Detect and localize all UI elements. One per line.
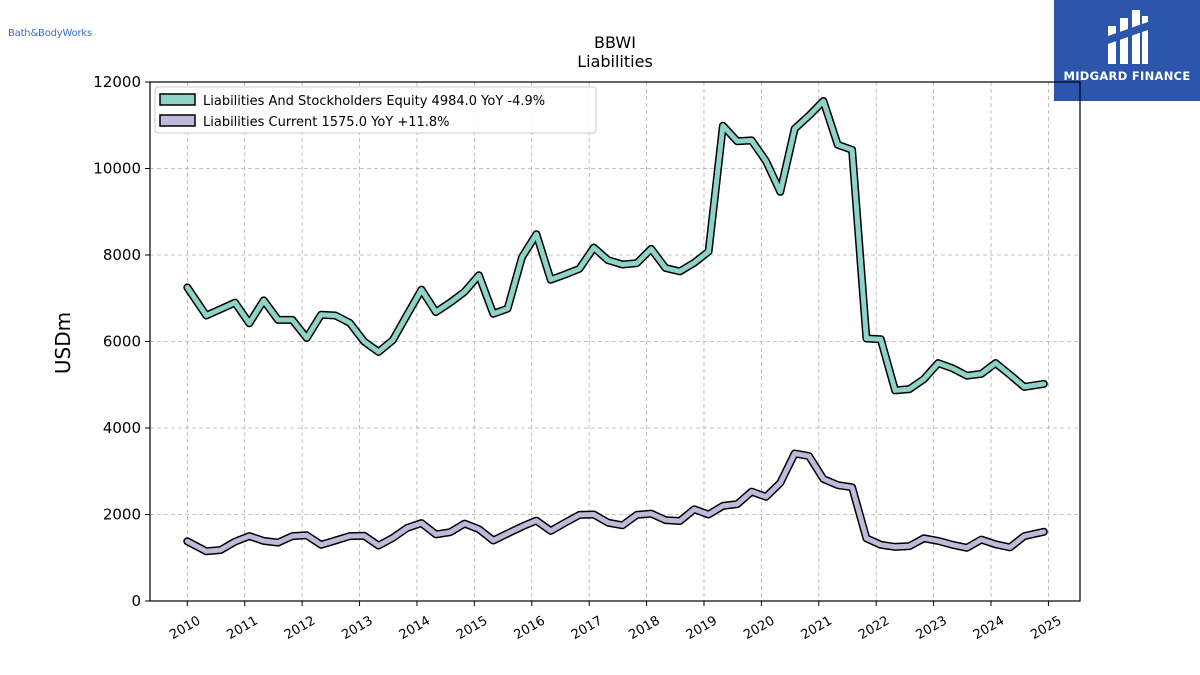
y-tick-label: 8000 — [103, 246, 141, 264]
midgard-finance-logo: MIDGARD FINANCE — [1054, 0, 1200, 101]
y-axis-ticks: 0 2000 4000 6000 8000 10000 12000 — [93, 73, 150, 610]
x-tick-label: 2024 — [971, 613, 1007, 643]
legend-swatch-current — [159, 114, 196, 127]
x-tick-label: 2025 — [1028, 613, 1064, 643]
x-tick-label: 2021 — [799, 613, 835, 643]
midgard-finance-wordmark: MIDGARD FINANCE — [1063, 69, 1191, 83]
x-tick-label: 2017 — [569, 613, 605, 643]
bath-body-works-logo: Bath&BodyWorks — [8, 28, 93, 39]
series-line-1 — [184, 451, 1047, 554]
legend-label-equity: Liabilities And Stockholders Equity 4984… — [203, 94, 545, 109]
x-tick-label: 2012 — [282, 613, 318, 643]
chart-title: BBWI — [594, 33, 636, 52]
x-tick-label: 2013 — [339, 613, 375, 643]
y-tick-label: 2000 — [103, 506, 141, 524]
x-tick-label: 2020 — [741, 613, 777, 643]
midgard-emblem-icon — [1108, 10, 1148, 64]
legend: Liabilities And Stockholders Equity 4984… — [154, 86, 597, 134]
legend-swatch-equity — [159, 93, 196, 106]
series-layer — [183, 97, 1048, 556]
y-tick-label: 6000 — [103, 333, 141, 351]
x-tick-label: 2022 — [856, 613, 892, 643]
series-outline-1 — [183, 449, 1048, 556]
series-outline-0 — [183, 97, 1048, 395]
y-tick-label: 0 — [131, 592, 141, 610]
grid-lines — [150, 81, 1080, 602]
x-tick-label: 2010 — [167, 613, 203, 643]
x-tick-label: 2019 — [684, 613, 720, 643]
y-tick-label: 10000 — [93, 160, 141, 178]
y-tick-label: 4000 — [103, 419, 141, 437]
x-tick-label: 2016 — [512, 613, 548, 643]
y-tick-label: 12000 — [93, 73, 141, 91]
x-tick-label: 2014 — [397, 613, 433, 643]
x-tick-label: 2023 — [913, 613, 949, 643]
x-tick-label: 2018 — [626, 613, 662, 643]
series-line-0 — [184, 98, 1047, 393]
y-axis-label: USDm — [51, 312, 75, 374]
x-tick-label: 2011 — [225, 613, 261, 643]
x-axis-ticks: 2010 2011 2012 2013 2014 2015 2016 2017 2018 2019… — [167, 601, 1064, 643]
x-tick-label: 2015 — [454, 613, 490, 643]
legend-label-current: Liabilities Current 1575.0 YoY +11.8% — [203, 115, 450, 130]
legend-box — [154, 86, 597, 134]
chart-subtitle: Liabilities — [577, 52, 653, 71]
